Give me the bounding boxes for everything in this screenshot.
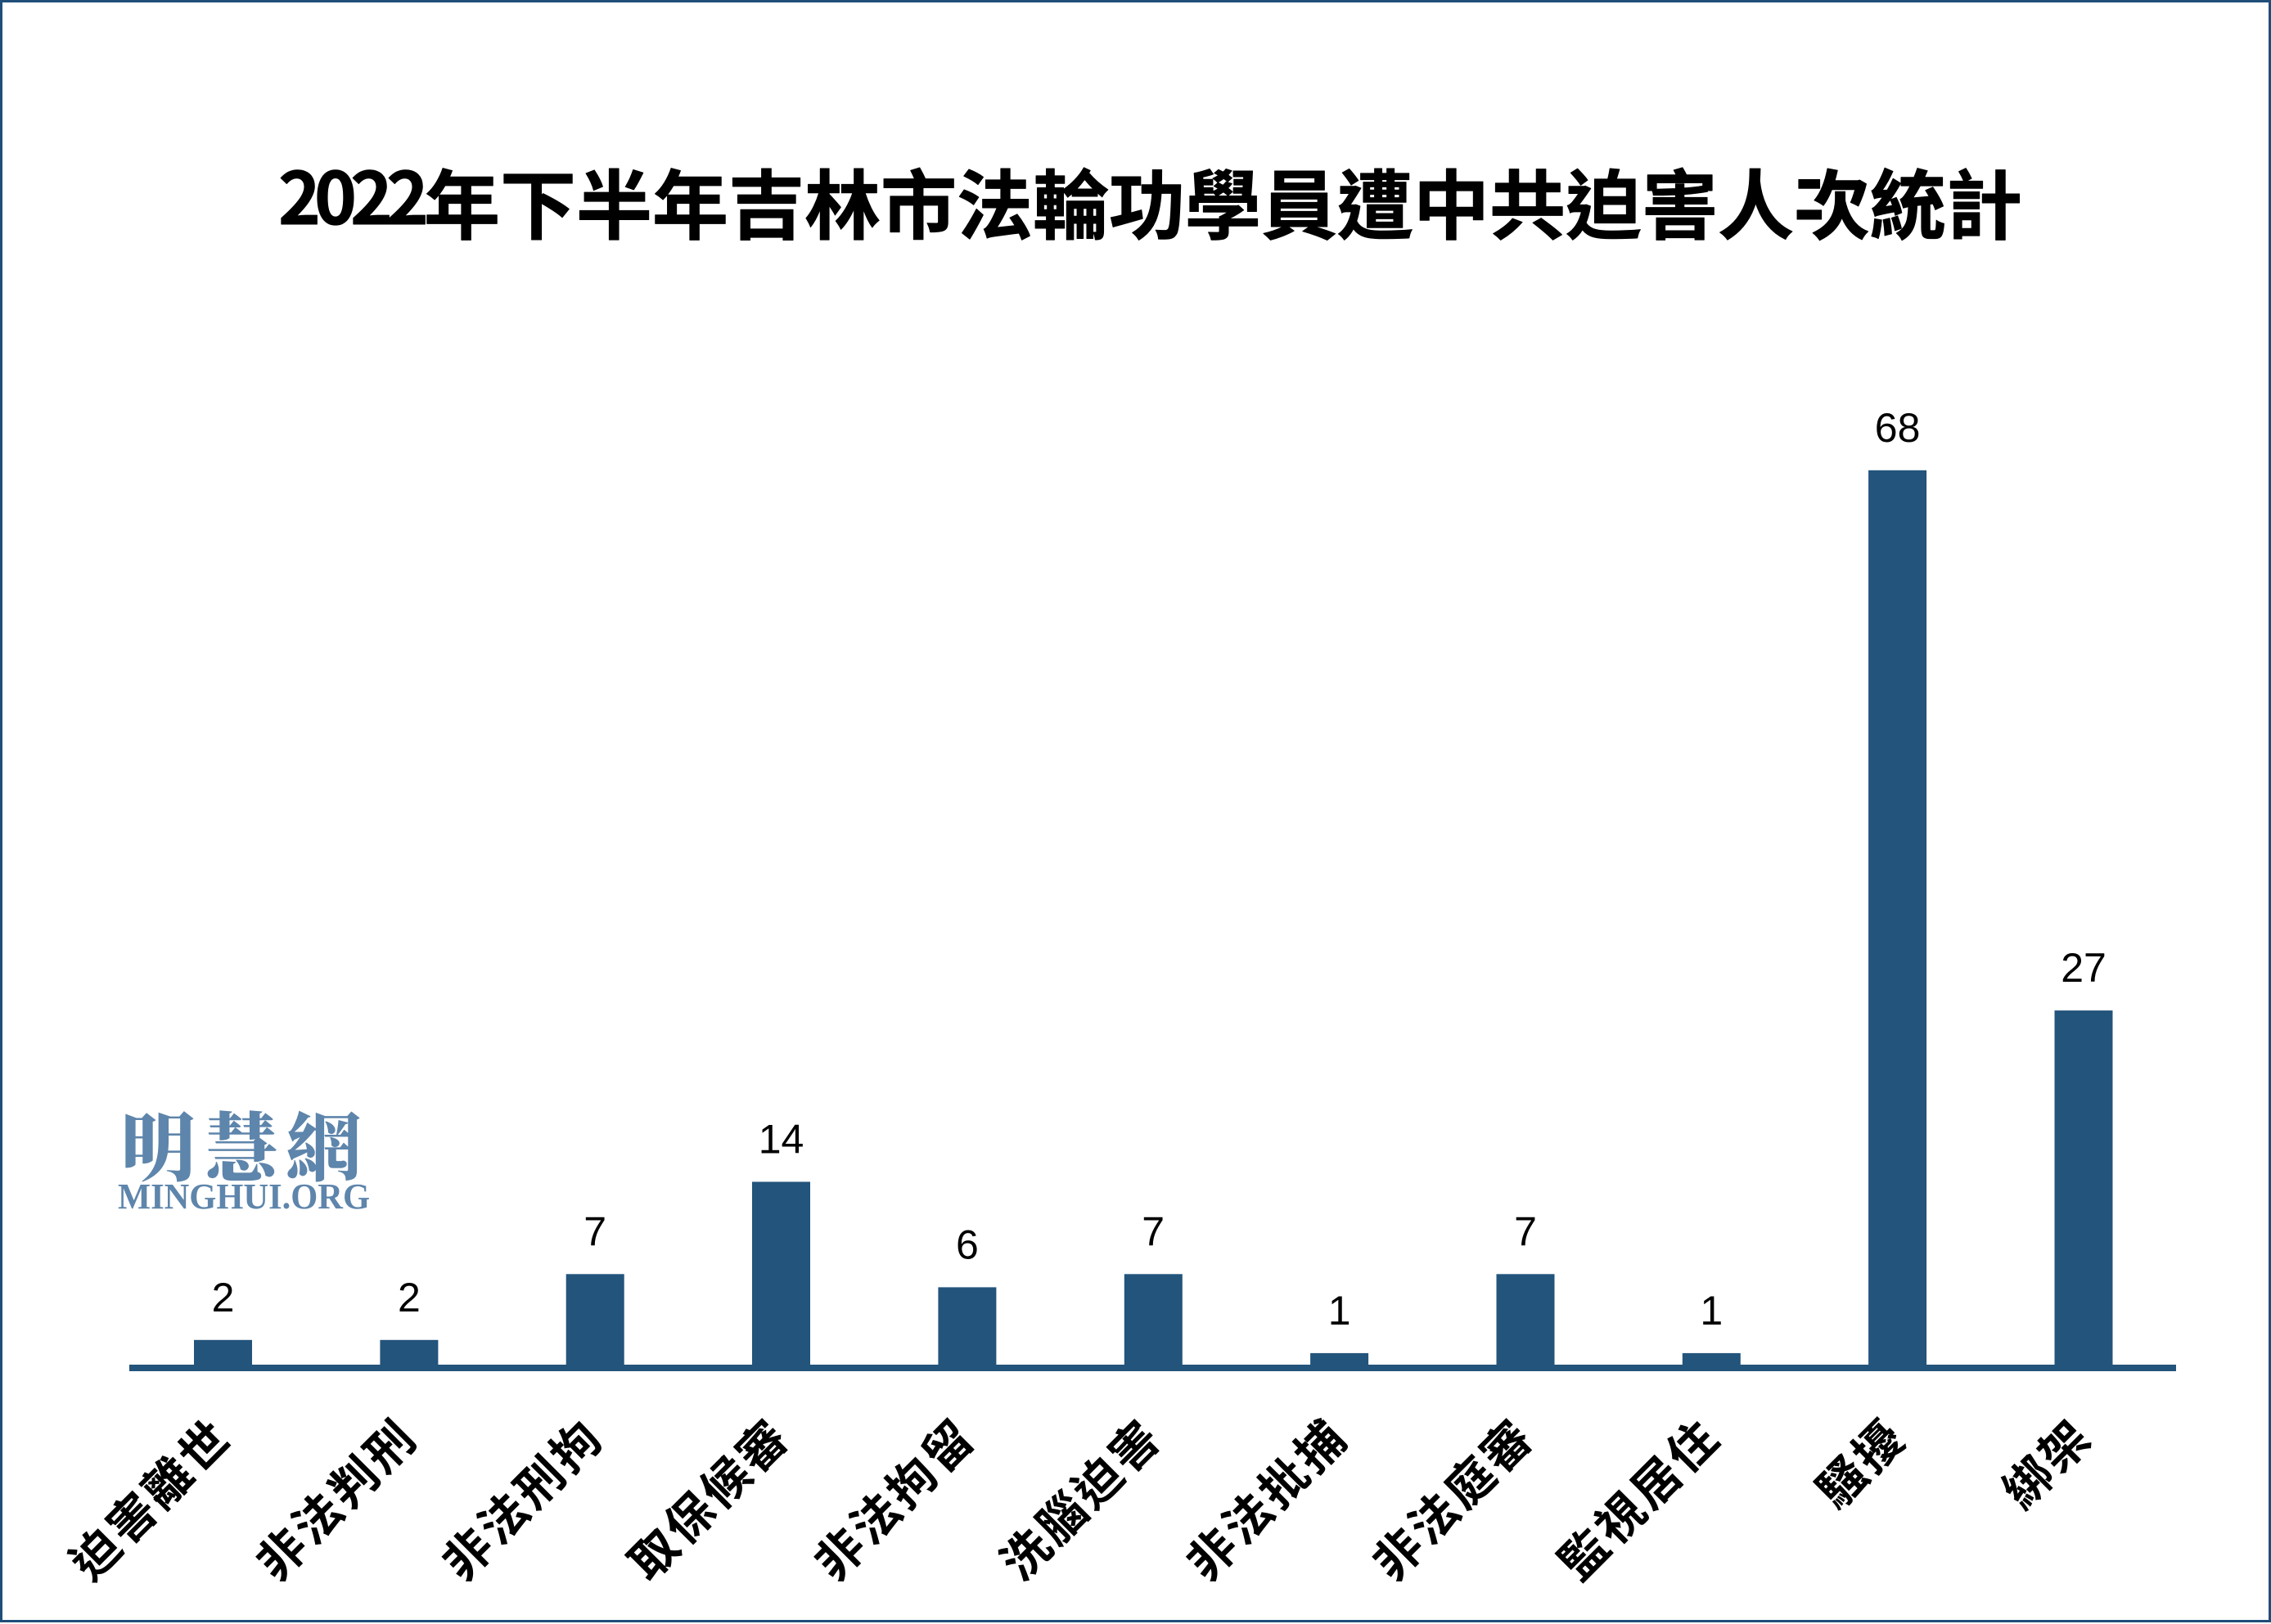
svg-text:68: 68: [1875, 405, 1921, 451]
svg-text:2: 2: [398, 1275, 421, 1320]
svg-text:27: 27: [2061, 945, 2107, 991]
svg-text:6: 6: [956, 1221, 979, 1267]
svg-text:7: 7: [1514, 1208, 1537, 1254]
svg-text:2: 2: [212, 1275, 235, 1320]
svg-text:7: 7: [584, 1208, 606, 1254]
svg-text:7: 7: [1142, 1208, 1165, 1254]
svg-text:14: 14: [759, 1117, 804, 1163]
svg-text:1: 1: [1328, 1288, 1351, 1334]
svg-text:MINGHUI.ORG: MINGHUI.ORG: [118, 1176, 370, 1217]
svg-text:1: 1: [1700, 1288, 1723, 1334]
